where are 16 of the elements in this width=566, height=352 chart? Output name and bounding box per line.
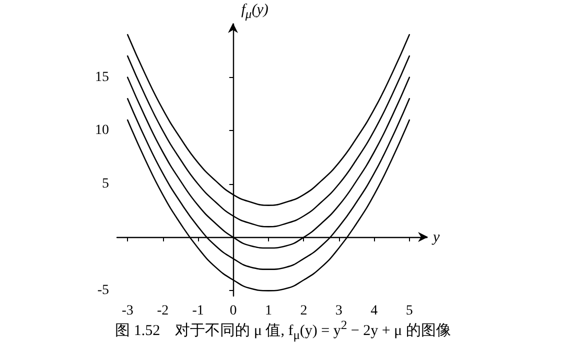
x-tick-label: -1 xyxy=(192,304,204,318)
x-axis-title: y xyxy=(431,229,440,246)
x-tick-label: -3 xyxy=(122,304,134,318)
y-tick-label: -5 xyxy=(97,283,109,298)
y-axis-title: f$_{μ}$(y) xyxy=(241,2,268,22)
y-tick-label: 10 xyxy=(95,123,109,138)
x-tick-label: 1 xyxy=(264,304,272,318)
x-tick-label: 5 xyxy=(406,304,413,318)
x-tick-label: 0 xyxy=(230,304,237,318)
x-tick-label: 4 xyxy=(370,304,378,318)
x-tick-label: 2 xyxy=(300,304,308,318)
y-tick-label: 15 xyxy=(95,70,109,85)
x-tick-label: 3 xyxy=(335,304,342,318)
x-tick-label: -2 xyxy=(156,304,169,318)
y-tick-label: 5 xyxy=(102,176,109,192)
caption: 图 1.52 对于不同的 μ 值, f$_{μ}$(y) = y$^{2}$ − 2y + μ 的图像 xyxy=(114,318,452,343)
